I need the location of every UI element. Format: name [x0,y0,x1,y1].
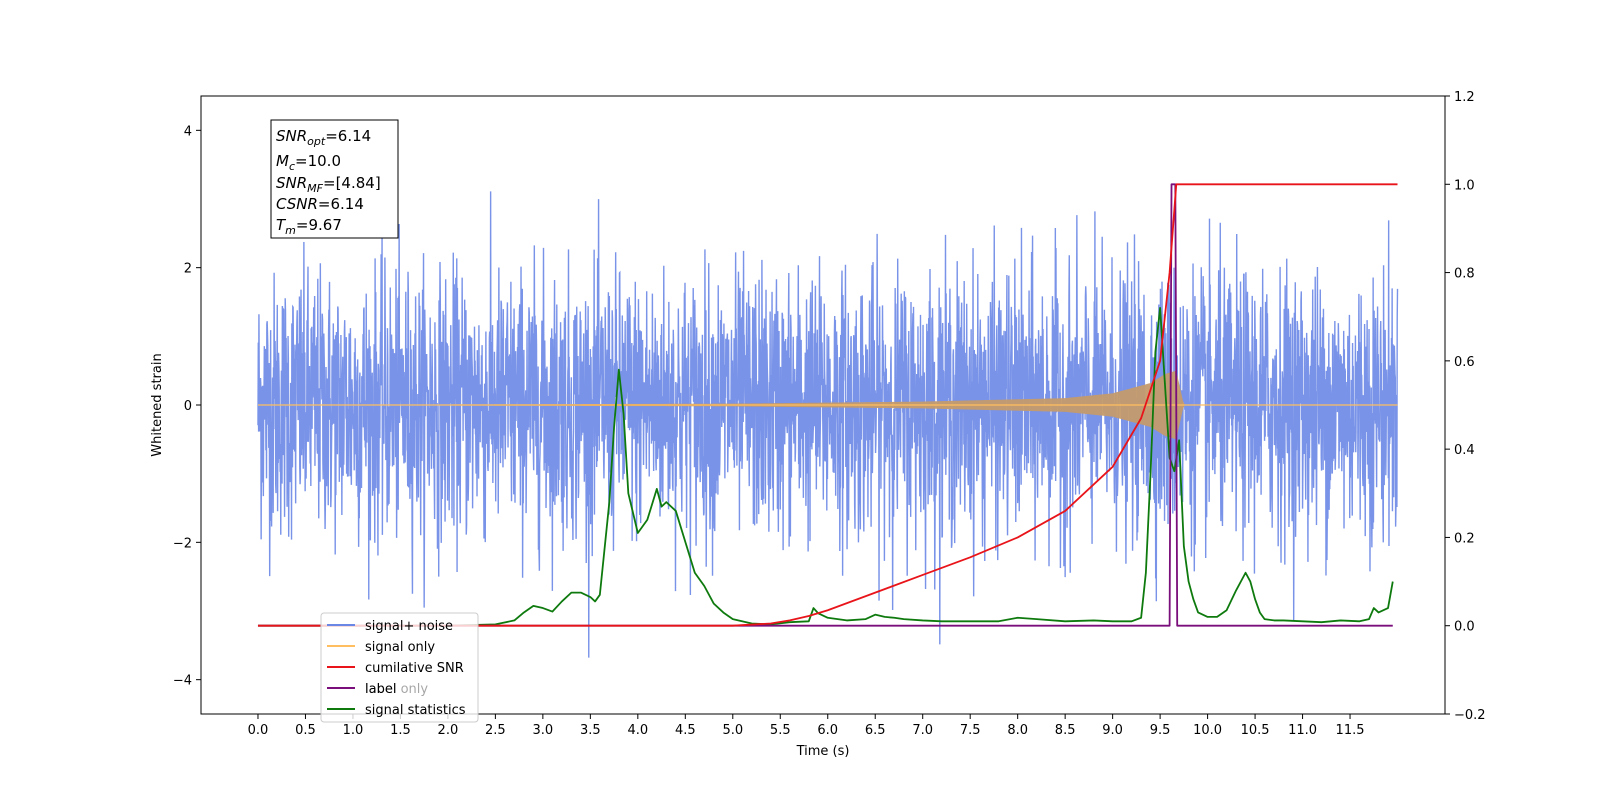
x-tick-label: 10.0 [1193,723,1222,738]
annotation-frame [270,119,399,239]
x-tick-label: 0.5 [295,723,316,738]
x-tick-label: 5.0 [722,723,743,738]
y-right-tick-label: 0.0 [1454,620,1475,635]
legend-label-label-only: label only [365,682,428,697]
x-tick-label: 1.5 [390,723,411,738]
x-axis-label: Time (s) [796,744,850,759]
y-right-tick-label: 1.0 [1454,178,1475,193]
y-left-tick-label: −2 [173,536,192,551]
x-tick-label: 8.0 [1007,723,1028,738]
x-tick-label: 3.0 [533,723,554,738]
x-tick-label: 3.5 [580,723,601,738]
y-axis-left: −4 −2 0 2 4 [173,124,201,689]
series-label [257,183,1393,627]
x-tick-label: 10.5 [1241,723,1270,738]
y-left-tick-label: 4 [184,124,192,139]
y-axis-label: Whitened strain [150,353,165,456]
x-tick-label: 2.5 [485,723,506,738]
y-right-tick-label: 0.2 [1454,531,1475,546]
legend-label-signal-statistics: signal statistics [365,703,466,718]
legend: signal+ noise signal only cumilative SNR… [320,612,479,723]
y-right-tick-label: 0.8 [1454,267,1475,282]
legend-label-label: label [365,682,396,697]
x-tick-label: 4.5 [675,723,696,738]
annotation-box: SNRopt=6.14 Mc=10.0 SNRMF=[4.84] CSNR=6.… [270,119,399,239]
y-left-tick-label: 0 [184,399,192,414]
x-tick-label: 7.5 [960,723,981,738]
x-tick-label: 0.0 [248,723,269,738]
annotation-snr-mf: SNRMF=[4.84] [276,174,381,195]
y-right-tick-label: 1.2 [1454,90,1475,105]
x-tick-label: 4.0 [627,723,648,738]
legend-label-signal-noise: signal+ noise [365,619,453,634]
y-left-tick-label: 2 [184,262,192,277]
x-tick-label: 2.0 [438,723,459,738]
x-tick-label: 1.0 [343,723,364,738]
y-right-tick-label: 0.4 [1454,443,1475,458]
x-axis: 0.0 0.5 1.0 1.5 2.0 2.5 3.0 3.5 4.0 4.5 5.0 5.5 6.0 6… [248,714,1365,738]
series-cumulative-snr [257,183,1398,627]
x-tick-label: 9.0 [1102,723,1123,738]
legend-label-signal-only: signal only [365,640,435,655]
x-tick-label: 5.5 [770,723,791,738]
annotation-tm: Tm=9.67 [276,216,342,237]
y-right-tick-label: −0.2 [1454,708,1486,723]
series-signal-noise [257,191,1399,658]
y-right-tick-label: 0.6 [1454,355,1475,370]
y-left-tick-label: −4 [173,674,192,689]
annotation-mc: Mc=10.0 [276,152,341,173]
annotation-csnr: CSNR=6.14 [276,195,364,213]
x-tick-label: 9.5 [1150,723,1171,738]
x-tick-label: 6.0 [817,723,838,738]
x-tick-label: 6.5 [865,723,886,738]
series-signal-statistics [257,306,1394,627]
series-layer [257,183,1399,658]
x-tick-label: 11.5 [1336,723,1365,738]
annotation-snr-opt: SNRopt=6.14 [276,127,371,148]
legend-frame [320,612,479,723]
legend-label-cumulative-snr: cumilative SNR [365,661,464,676]
x-tick-label: 8.5 [1055,723,1076,738]
x-tick-label: 7.0 [912,723,933,738]
x-tick-label: 11.0 [1288,723,1317,738]
y-axis-right: −0.2 0.0 0.2 0.4 0.6 0.8 1.0 1.2 [1445,90,1486,723]
